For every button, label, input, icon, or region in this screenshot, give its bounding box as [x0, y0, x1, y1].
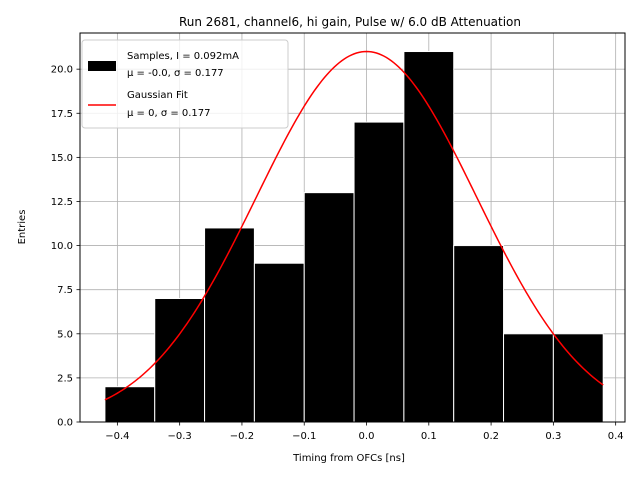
histogram-bar: [503, 333, 554, 423]
x-axis-ticks: −0.4 −0.3 −0.2 −0.1 0.0 0.1 0.2 0.3 0.4: [105, 422, 624, 442]
histogram-bar: [303, 192, 355, 423]
y-tick-label: 7.5: [57, 285, 73, 296]
y-tick-label: 15.0: [51, 153, 73, 164]
legend-samples-swatch: [88, 61, 116, 71]
x-tick-label: −0.3: [168, 431, 192, 442]
x-tick-label: 0.4: [608, 431, 624, 442]
histogram-bar: [204, 227, 255, 423]
histogram-bar: [353, 121, 405, 423]
legend-fit-label: Gaussian Fit: [127, 90, 188, 101]
x-tick-label: 0.3: [545, 431, 561, 442]
histogram-bar: [403, 51, 455, 423]
histogram-bar: [104, 386, 156, 423]
x-tick-label: 0.0: [359, 431, 375, 442]
y-axis-ticks: 0.0 2.5 5.0 7.5 10.0 12.5 15.0 17.5 20.0: [51, 65, 80, 429]
x-tick-label: 0.1: [421, 431, 437, 442]
histogram-bar: [552, 333, 604, 423]
legend-samples-stats: μ = -0.0, σ = 0.177: [127, 68, 224, 79]
gaussian-fit-layer: [104, 50, 604, 401]
y-tick-label: 5.0: [57, 329, 73, 340]
y-tick-label: 10.0: [51, 241, 73, 252]
histogram-bar: [154, 298, 206, 423]
chart-title: Run 2681, channel6, hi gain, Pulse w/ 6.…: [179, 15, 521, 29]
x-tick-label: −0.4: [105, 431, 129, 442]
x-tick-label: 0.2: [483, 431, 499, 442]
y-tick-label: 0.0: [57, 418, 73, 429]
histogram-bar: [453, 245, 505, 423]
legend: Samples, I = 0.092mA μ = -0.0, σ = 0.177…: [81, 39, 289, 129]
x-axis-label: Timing from OFCs [ns]: [292, 453, 405, 464]
legend-fit-stats: μ = 0, σ = 0.177: [127, 108, 211, 119]
x-tick-label: −0.2: [230, 431, 254, 442]
y-tick-label: 12.5: [51, 197, 73, 208]
y-tick-label: 20.0: [51, 65, 73, 76]
gaussian-fit-curve: [104, 50, 604, 401]
y-tick-label: 17.5: [51, 109, 73, 120]
y-tick-label: 2.5: [57, 373, 73, 384]
y-axis-label: Entries: [17, 210, 28, 245]
plot-frame: [79, 32, 626, 423]
legend-samples-label: Samples, I = 0.092mA: [127, 51, 239, 62]
x-tick-label: −0.1: [292, 431, 316, 442]
histogram-bars: [104, 51, 604, 423]
histogram-bar: [253, 262, 305, 423]
legend-box: [81, 39, 289, 129]
